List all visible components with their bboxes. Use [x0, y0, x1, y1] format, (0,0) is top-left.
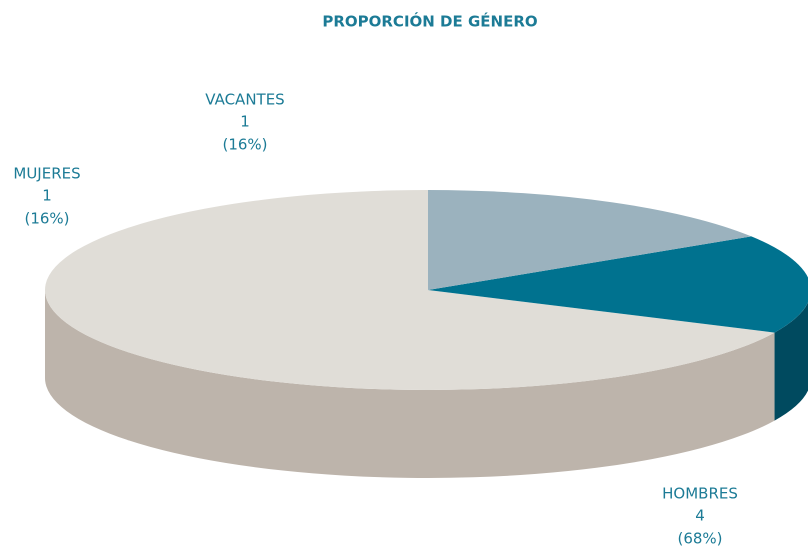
pie-slice-side — [44, 290, 775, 478]
pie-slice — [45, 190, 775, 391]
slice-label: HOMBRES — [662, 485, 738, 503]
pie-slice-side — [774, 302, 808, 421]
pie-slice — [428, 190, 752, 290]
slice-label: MUJERES — [13, 165, 80, 183]
slice-value: 1 — [240, 113, 250, 131]
slice-percentage: (68%) — [677, 530, 722, 548]
slice-percentage: (16%) — [24, 210, 69, 228]
slice-label: VACANTES — [205, 91, 284, 109]
pie-slice — [428, 236, 808, 333]
slice-value: 4 — [695, 507, 705, 525]
slice-percentage: (16%) — [222, 136, 267, 154]
slice-value: 1 — [42, 187, 52, 205]
chart-title: PROPORCIÓN DE GÉNERO — [322, 12, 537, 31]
